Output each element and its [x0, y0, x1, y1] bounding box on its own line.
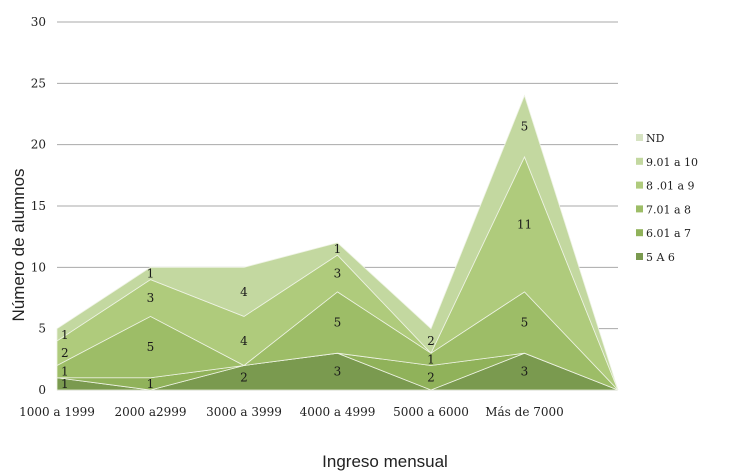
legend-swatch — [636, 229, 643, 237]
data-label: 2 — [240, 371, 248, 385]
data-label: 5 — [334, 316, 342, 330]
data-label: 2 — [427, 371, 435, 385]
y-tick-label: 15 — [31, 199, 46, 213]
y-tick-label: 0 — [38, 383, 46, 397]
y-tick-label: 25 — [31, 76, 46, 90]
area-series-4 — [56, 94, 619, 391]
x-tick-label: 2000 a2999 — [114, 405, 186, 419]
data-label: 1 — [427, 352, 435, 366]
data-label: 5 — [521, 119, 529, 133]
legend-label: 8 .01 a 9 — [646, 180, 695, 193]
legend-label: 9.01 a 10 — [646, 156, 698, 169]
data-label: 1 — [61, 377, 69, 391]
y-tick-label: 5 — [38, 322, 46, 336]
data-label: 4 — [240, 285, 248, 299]
legend-swatch — [636, 134, 643, 141]
data-label: 1 — [61, 365, 69, 379]
data-label: 11 — [517, 217, 532, 231]
data-label: 2 — [427, 334, 435, 348]
data-label: 3 — [334, 365, 342, 379]
x-tick-label: Más de 7000 — [485, 405, 564, 419]
legend-swatch — [636, 181, 643, 189]
data-label: 1 — [147, 377, 155, 391]
y-tick-label: 30 — [31, 15, 46, 29]
legend-swatch — [636, 205, 643, 213]
data-label: 1 — [61, 328, 69, 342]
legend-label: 6.01 a 7 — [646, 227, 691, 240]
legend-label: 7.01 a 8 — [646, 203, 691, 216]
data-label: 5 — [521, 316, 529, 330]
y-tick-label: 10 — [31, 260, 46, 274]
legend-label: ND — [646, 132, 665, 145]
data-label: 3 — [521, 365, 529, 379]
y-tick-label: 20 — [31, 138, 46, 152]
data-label: 5 — [147, 340, 155, 354]
data-label: 1 — [334, 242, 342, 256]
data-label: 1 — [147, 266, 155, 280]
y-axis-title: Número de alumnos — [9, 168, 28, 321]
data-label: 2 — [61, 346, 69, 360]
legend-swatch — [636, 253, 643, 260]
legend-label: 5 A 6 — [646, 251, 675, 264]
x-tick-label: 4000 a 4999 — [300, 405, 376, 419]
legend-swatch — [636, 157, 643, 165]
x-axis-title: Ingreso mensual — [322, 452, 448, 471]
x-tick-label: 1000 a 1999 — [19, 405, 95, 419]
data-label: 3 — [147, 291, 155, 305]
data-label: 3 — [334, 266, 342, 280]
x-tick-label: 5000 a 6000 — [393, 405, 469, 419]
x-tick-label: 3000 a 3999 — [206, 405, 282, 419]
data-label: 4 — [240, 334, 248, 348]
